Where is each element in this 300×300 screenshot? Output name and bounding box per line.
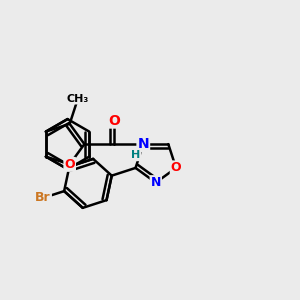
Text: N: N xyxy=(151,176,161,189)
Text: CH₃: CH₃ xyxy=(66,94,88,103)
Text: H: H xyxy=(131,150,140,160)
Text: Br: Br xyxy=(35,191,51,204)
Text: O: O xyxy=(108,114,120,128)
Text: O: O xyxy=(64,158,75,171)
Text: O: O xyxy=(171,161,182,174)
Text: N: N xyxy=(137,137,149,151)
